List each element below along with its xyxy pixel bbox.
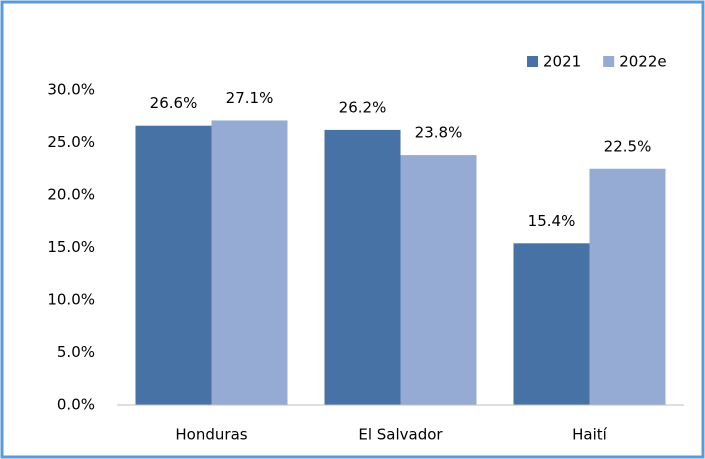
legend-swatch [527, 56, 538, 67]
y-tick-label: 30.0% [47, 81, 95, 99]
data-label: 26.6% [150, 94, 198, 112]
bar [513, 243, 590, 405]
legend-label: 2021 [543, 53, 581, 71]
y-tick-label: 5.0% [57, 343, 95, 361]
data-label: 22.5% [604, 137, 652, 155]
y-tick-label: 10.0% [47, 291, 95, 309]
bar [400, 155, 477, 405]
bar [589, 168, 666, 405]
data-label: 23.8% [415, 124, 463, 142]
y-tick-label: 25.0% [47, 133, 95, 151]
x-tick-label: El Salvador [358, 426, 443, 444]
legend-label: 2022e [619, 53, 666, 71]
y-tick-label: 20.0% [47, 186, 95, 204]
data-label: 26.2% [339, 98, 387, 116]
legend-swatch [603, 56, 615, 67]
bar [211, 120, 288, 405]
bar [324, 129, 401, 405]
data-label: 15.4% [528, 212, 576, 230]
data-label: 27.1% [226, 89, 274, 107]
x-tick-label: Honduras [175, 426, 247, 444]
y-tick-label: 15.0% [47, 238, 95, 256]
x-tick-label: Haití [572, 426, 608, 444]
bar [135, 125, 212, 405]
y-tick-label: 0.0% [57, 396, 95, 414]
